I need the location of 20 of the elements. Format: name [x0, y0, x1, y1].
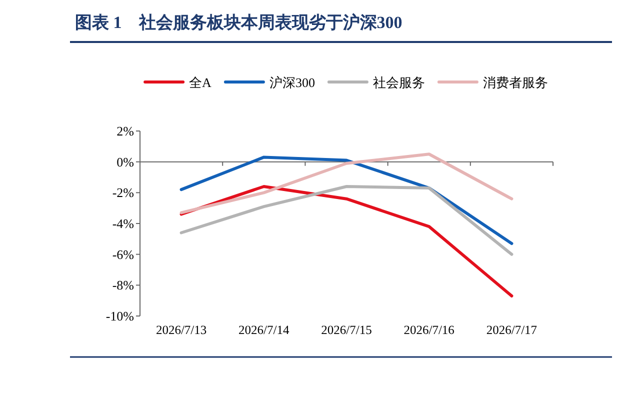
- legend-label: 消费者服务: [482, 75, 548, 90]
- line-series: [180, 156, 514, 246]
- y-tick-label: -2%: [112, 185, 134, 200]
- x-tick-label: 2026/7/16: [404, 323, 454, 337]
- y-tick-label: -8%: [112, 278, 134, 293]
- line-series: [180, 185, 514, 256]
- chart-title: 图表 1 社会服务板块本周表现劣于沪深300: [75, 13, 402, 32]
- x-tick-label: 2026/7/15: [321, 323, 372, 337]
- legend-label: 全A: [189, 75, 212, 90]
- x-tick-label: 2026/7/14: [238, 323, 290, 337]
- y-tick-label: -10%: [106, 308, 134, 324]
- line-series: [180, 152, 514, 214]
- x-tick-label: 2026/7/17: [486, 323, 538, 337]
- legend-label: 沪深300: [269, 75, 315, 90]
- y-tick-label: -6%: [112, 246, 134, 262]
- x-tick-label: 2026/7/13: [156, 323, 207, 337]
- y-tick-label: 0%: [116, 154, 134, 170]
- y-tick-label: 2%: [116, 124, 134, 138]
- y-tick-label: -4%: [112, 216, 134, 231]
- legend-label: 社会服务: [372, 75, 425, 90]
